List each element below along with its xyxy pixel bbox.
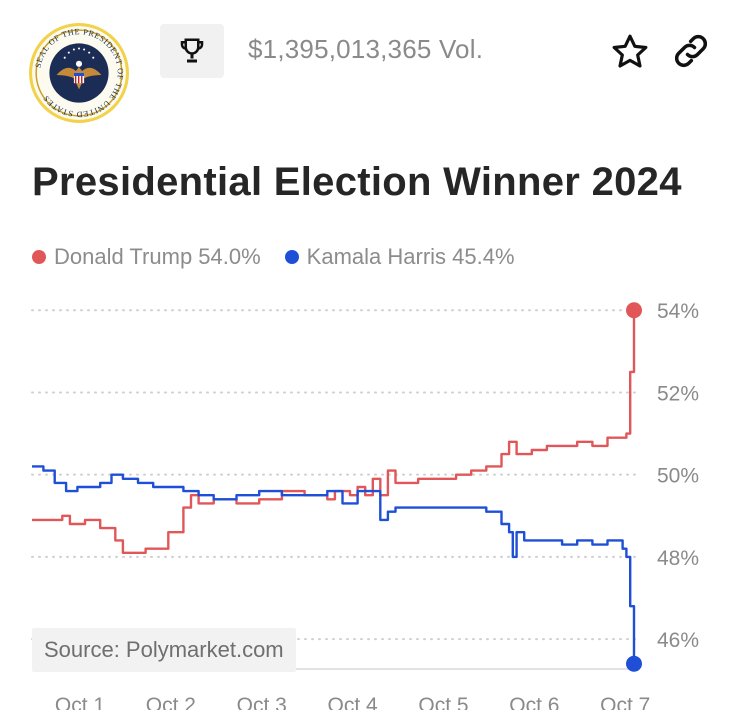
trophy-icon xyxy=(180,38,204,63)
legend-dot-trump xyxy=(32,250,46,264)
y-tick-label: 48% xyxy=(657,547,699,570)
volume-text: $1,395,013,365 Vol. xyxy=(248,34,484,64)
y-tick-label: 52% xyxy=(657,382,699,405)
presidential-seal-logo: SEAL OF THE PRESIDENT OF THE UNITED STAT… xyxy=(29,23,129,123)
star-icon[interactable] xyxy=(610,32,650,72)
y-tick-label: 46% xyxy=(657,629,699,652)
x-tick-label: Oct 5 xyxy=(418,694,468,710)
legend-item-harris: Kamala Harris 45.4% xyxy=(284,244,515,270)
x-tick-label: Oct 2 xyxy=(146,694,196,710)
series-line-donald-trump xyxy=(32,310,636,554)
series-line-kamala-harris xyxy=(32,465,636,664)
x-tick-label: Oct 3 xyxy=(237,694,287,710)
source-caption: Source: Polymarket.com xyxy=(32,628,296,672)
series-end-point-kamala-harris xyxy=(626,655,642,672)
chart-legend: Donald Trump 54.0% Kamala Harris 45.4% xyxy=(32,244,515,270)
series-end-point-donald-trump xyxy=(626,302,642,319)
x-tick-label: Oct 1 xyxy=(55,694,105,710)
link-icon[interactable] xyxy=(670,30,712,72)
election-odds-chart: 46% 48% 50% 52% 54% Oct 1 Oct 2 Oct 3 Oct 4 Oct 5… xyxy=(31,300,699,710)
x-tick-label: Oct 6 xyxy=(509,694,559,710)
y-tick-label: 54% xyxy=(657,300,699,323)
trophy-button[interactable] xyxy=(160,24,224,78)
legend-label-harris: Kamala Harris 45.4% xyxy=(306,244,515,269)
y-tick-label: 50% xyxy=(657,465,699,488)
legend-dot-harris xyxy=(284,250,299,264)
page-title: Presidential Election Winner 2024 xyxy=(32,160,682,204)
legend-item-trump: Donald Trump 54.0% xyxy=(32,244,261,270)
x-tick-label: Oct 4 xyxy=(328,694,379,710)
x-tick-label: Oct 7 xyxy=(600,694,650,710)
legend-label-trump: Donald Trump 54.0% xyxy=(54,244,261,269)
